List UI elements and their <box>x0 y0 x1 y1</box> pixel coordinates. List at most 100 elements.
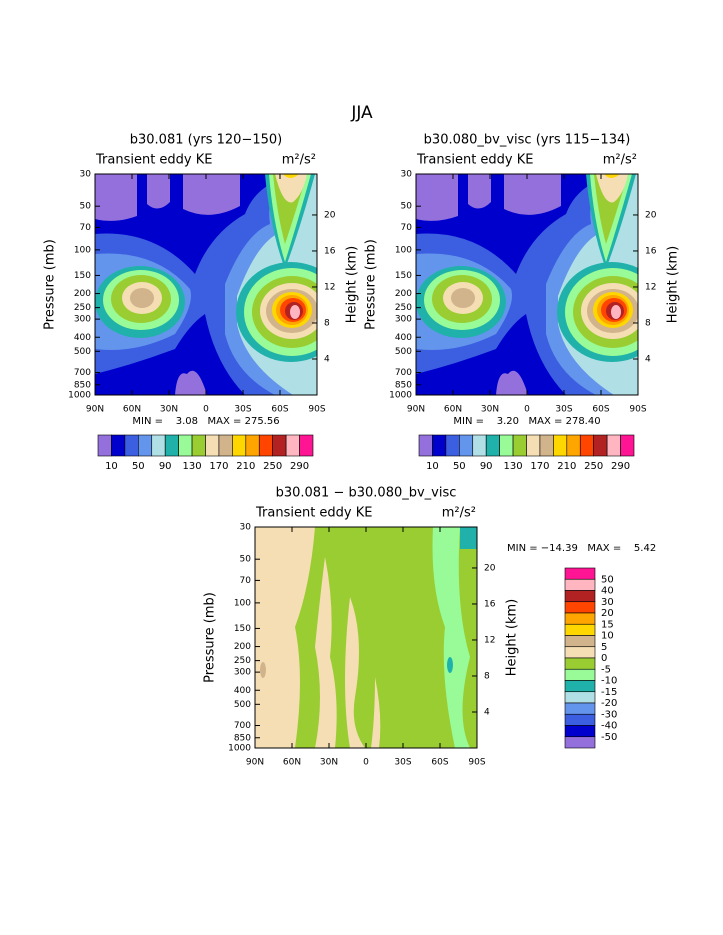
y-axis-label: Pressure (mb) <box>43 239 58 330</box>
colorbar-box <box>232 434 247 457</box>
colorbar-label: 0 <box>601 653 607 664</box>
colorbar-label: 250 <box>584 461 603 472</box>
colorbar-box <box>512 434 527 457</box>
y-tick-label: 250 <box>395 303 412 313</box>
y-tick-label: 300 <box>74 315 91 325</box>
y-tick-label: 400 <box>74 333 91 343</box>
colorbar-box <box>564 736 596 749</box>
x-tick-label: 60N <box>283 758 301 768</box>
y-tick-label: 700 <box>74 368 91 378</box>
colorbar-box <box>564 578 596 591</box>
colorbar-box <box>459 434 474 457</box>
colorbar-label: 30 <box>601 597 614 608</box>
colorbar-box <box>564 657 596 670</box>
y2-tick-label: 12 <box>484 635 495 645</box>
y-tick-label: 300 <box>234 668 251 678</box>
y-tick-label: 150 <box>395 271 412 281</box>
panel-title: b30.081 (yrs 120−150) <box>130 133 282 148</box>
colorbar-box <box>285 434 300 457</box>
colorbar-label: 290 <box>290 461 309 472</box>
colorbar-box <box>564 612 596 625</box>
y-tick-label: 50 <box>401 202 413 212</box>
colorbar-box <box>553 434 568 457</box>
colorbar-box <box>272 434 287 457</box>
x-tick-label: 30S <box>555 405 572 415</box>
units: m²/s² <box>442 506 476 521</box>
min-max: MIN = 3.08 MAX = 275.56 <box>132 416 279 427</box>
y2-tick-label: 20 <box>645 210 657 220</box>
y-tick-label: 500 <box>234 700 251 710</box>
contour-field <box>416 174 667 395</box>
y-tick-label: 400 <box>234 686 251 696</box>
colorbar-box <box>620 434 635 457</box>
y-tick-label: 100 <box>395 245 412 255</box>
y-tick-label: 700 <box>234 721 251 731</box>
x-tick-label: 90S <box>629 405 646 415</box>
colorbar-box <box>564 635 596 648</box>
colorbar-box <box>593 434 608 457</box>
colorbar-label: -20 <box>601 698 617 709</box>
colorbar-label: -15 <box>601 687 617 698</box>
y-tick-label: 30 <box>240 523 252 533</box>
units: m²/s² <box>603 153 637 168</box>
colorbar-label: 90 <box>159 461 172 472</box>
panel-title: b30.080_bv_visc (yrs 115−134) <box>424 133 631 148</box>
colorbar-box <box>124 434 139 457</box>
colorbar-box <box>485 434 500 457</box>
contour-field <box>95 174 346 395</box>
x-tick-label: 90S <box>308 405 325 415</box>
colorbar-label: 290 <box>611 461 630 472</box>
colorbar-box <box>606 434 621 457</box>
y2-tick-label: 16 <box>645 246 657 256</box>
colorbar-box <box>579 434 594 457</box>
y-tick-label: 850 <box>74 380 91 390</box>
y-tick-label: 250 <box>234 656 251 666</box>
colorbar-label: 20 <box>601 608 614 619</box>
y-tick-label: 50 <box>240 555 252 565</box>
y-tick-label: 200 <box>74 289 91 299</box>
x-tick-label: 30N <box>320 758 338 768</box>
x-tick-label: 0 <box>203 405 209 415</box>
colorbar-label: 210 <box>236 461 255 472</box>
colorbar-label: 170 <box>209 461 228 472</box>
y-tick-label: 1000 <box>68 391 91 401</box>
colorbar-box <box>205 434 220 457</box>
panel-subtitle: Transient eddy KE <box>95 153 213 168</box>
colorbar-box <box>218 434 233 457</box>
colorbar-box <box>539 434 554 457</box>
y-tick-label: 50 <box>80 202 92 212</box>
colorbar-box <box>566 434 581 457</box>
colorbar-box <box>564 567 596 580</box>
colorbar-label: 50 <box>453 461 466 472</box>
x-tick-label: 60N <box>444 405 462 415</box>
colorbar-label: 250 <box>263 461 282 472</box>
y-tick-label: 150 <box>234 624 251 634</box>
colorbar-box <box>564 725 596 738</box>
y-tick-label: 850 <box>395 380 412 390</box>
y-tick-label: 500 <box>395 347 412 357</box>
x-tick-label: 90N <box>407 405 425 415</box>
colorbar-label: 130 <box>504 461 523 472</box>
colorbar-box <box>151 434 166 457</box>
y-tick-label: 70 <box>80 223 92 233</box>
y2-tick-label: 16 <box>324 246 336 256</box>
y2-axis-label: Height (km) <box>666 246 681 323</box>
x-tick-label: 90N <box>246 758 264 768</box>
y2-tick-label: 4 <box>324 354 330 364</box>
colorbar-box <box>445 434 460 457</box>
colorbar-label: -10 <box>601 676 617 687</box>
colorbar-label: 10 <box>601 631 614 642</box>
panel-subtitle: Transient eddy KE <box>416 153 534 168</box>
colorbar-label: 10 <box>426 461 439 472</box>
y-tick-label: 400 <box>395 333 412 343</box>
min-max: MIN = 3.20 MAX = 278.40 <box>453 416 600 427</box>
x-tick-label: 60N <box>123 405 141 415</box>
y2-tick-label: 8 <box>645 318 651 328</box>
colorbar-box <box>564 623 596 636</box>
colorbar-label: 40 <box>601 586 614 597</box>
y2-tick-label: 16 <box>484 599 496 609</box>
y2-tick-label: 8 <box>484 671 490 681</box>
colorbar-box <box>111 434 126 457</box>
colorbar-box <box>564 702 596 715</box>
